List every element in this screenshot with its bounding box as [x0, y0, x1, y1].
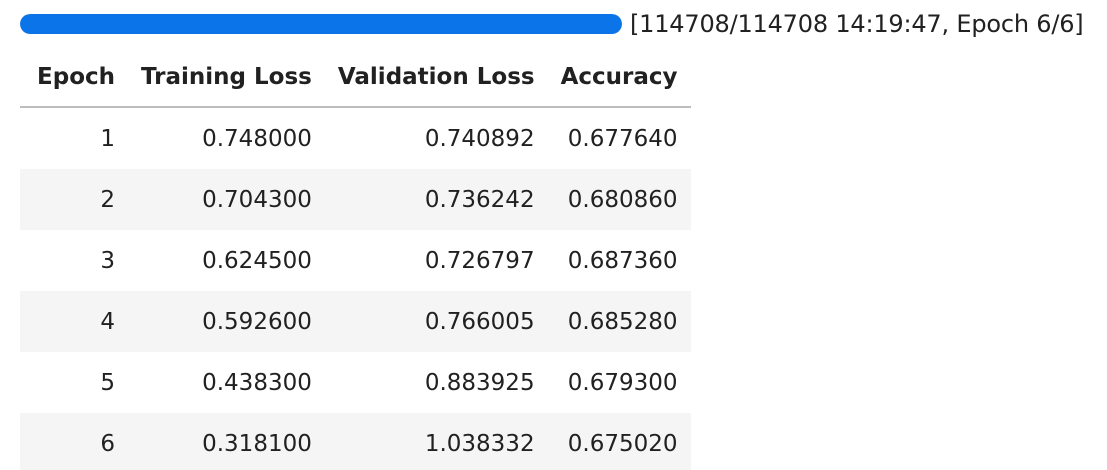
progress-bar-fill	[20, 14, 622, 34]
cell-training-loss: 0.704300	[128, 169, 325, 230]
cell-epoch: 3	[100, 247, 115, 274]
cell-accuracy: 0.687360	[567, 247, 678, 274]
column-header-epoch: Epoch	[20, 47, 128, 108]
cell-accuracy: 0.677640	[567, 125, 678, 152]
cell-accuracy: 0.685280	[547, 291, 691, 352]
training-progress: [114708/114708 14:19:47, Epoch 6/6]	[20, 6, 1084, 42]
cell-training-loss: 0.748000	[202, 125, 312, 152]
cell-epoch: 5	[100, 369, 115, 396]
cell-validation-loss: 0.736242	[324, 169, 548, 230]
cell-validation-loss: 1.038332	[324, 413, 548, 470]
table-row: 4 0.592600 0.766005 0.685280	[20, 291, 691, 352]
cell-validation-loss: 0.766005	[324, 291, 548, 352]
table-row: 5 0.438300 0.883925 0.679300	[20, 352, 691, 413]
column-header-accuracy: Accuracy	[547, 47, 691, 108]
cell-epoch: 2	[20, 169, 128, 230]
cell-training-loss: 0.592600	[128, 291, 325, 352]
progress-bar	[20, 14, 622, 34]
cell-validation-loss: 0.883925	[424, 369, 535, 396]
cell-epoch: 4	[20, 291, 128, 352]
cell-accuracy: 0.679300	[567, 369, 678, 396]
cell-epoch: 6	[20, 413, 128, 470]
cell-accuracy: 0.680860	[547, 169, 691, 230]
table-row: 1 0.748000 0.740892 0.677640	[20, 107, 691, 169]
table-row: 3 0.624500 0.726797 0.687360	[20, 230, 691, 291]
cell-training-loss: 0.624500	[202, 247, 312, 274]
cell-training-loss: 0.318100	[128, 413, 325, 470]
cell-epoch: 1	[100, 125, 115, 152]
table-header-row: Epoch Training Loss Validation Loss Accu…	[20, 47, 691, 108]
cell-accuracy: 0.675020	[547, 413, 691, 470]
cell-validation-loss: 0.740892	[424, 125, 535, 152]
column-header-validation-loss: Validation Loss	[324, 47, 548, 108]
training-metrics-table: Epoch Training Loss Validation Loss Accu…	[20, 47, 691, 470]
column-header-training-loss: Training Loss	[128, 47, 325, 108]
table-row: 2 0.704300 0.736242 0.680860	[20, 169, 691, 230]
cell-validation-loss: 0.726797	[424, 247, 535, 274]
table-row: 6 0.318100 1.038332 0.675020	[20, 413, 691, 470]
cell-training-loss: 0.438300	[202, 369, 312, 396]
progress-status-text: [114708/114708 14:19:47, Epoch 6/6]	[630, 10, 1084, 38]
